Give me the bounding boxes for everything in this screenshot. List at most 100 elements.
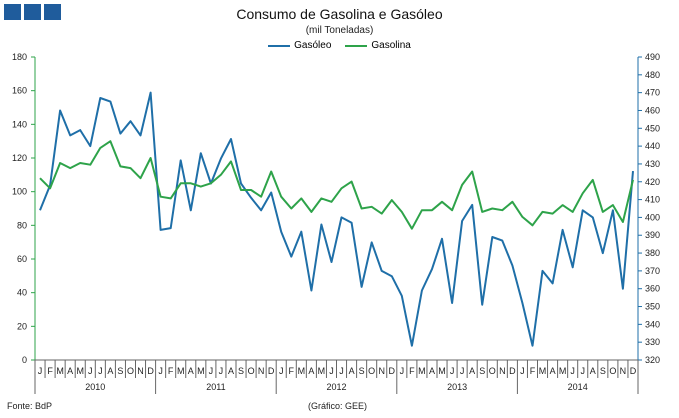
month-tick-label: O xyxy=(489,366,496,376)
month-tick-label: F xyxy=(409,366,415,376)
month-tick-label: S xyxy=(238,366,244,376)
month-tick-label: J xyxy=(450,366,455,376)
month-tick-label: J xyxy=(570,366,575,376)
left-axis-tick-label: 0 xyxy=(22,355,27,365)
month-tick-label: N xyxy=(258,366,265,376)
month-tick-label: A xyxy=(308,366,314,376)
month-tick-label: M xyxy=(318,366,326,376)
left-axis-tick-label: 20 xyxy=(17,321,27,331)
left-axis-tick-label: 160 xyxy=(12,86,27,96)
month-tick-label: A xyxy=(429,366,435,376)
logo-square xyxy=(44,4,61,20)
right-axis-tick-label: 370 xyxy=(645,266,660,276)
series-line-gasolina xyxy=(39,140,634,230)
month-tick-label: F xyxy=(530,366,536,376)
month-tick-label: M xyxy=(56,366,64,376)
year-label: 2010 xyxy=(85,382,105,392)
month-tick-label: J xyxy=(329,366,334,376)
month-tick-label: A xyxy=(188,366,194,376)
logo-square xyxy=(24,4,41,20)
right-axis-tick-label: 440 xyxy=(645,141,660,151)
month-tick-label: A xyxy=(349,366,355,376)
right-axis-tick-label: 490 xyxy=(645,52,660,62)
month-tick-label: D xyxy=(630,366,637,376)
month-tick-label: M xyxy=(298,366,306,376)
legend-entry-gasoleo: Gasóleo xyxy=(268,40,331,51)
left-axis-tick-label: 60 xyxy=(17,254,27,264)
year-label: 2012 xyxy=(326,382,346,392)
month-tick-label: A xyxy=(67,366,73,376)
right-axis-tick-label: 430 xyxy=(645,159,660,169)
right-axis-tick-label: 380 xyxy=(645,248,660,258)
month-tick-label: N xyxy=(378,366,385,376)
right-axis-tick-label: 470 xyxy=(645,88,660,98)
graphic-credit: (Gráfico: GEE) xyxy=(308,401,368,411)
month-tick-label: D xyxy=(509,366,516,376)
month-tick-label: S xyxy=(600,366,606,376)
month-tick-label: J xyxy=(38,366,43,376)
chart-title: Consumo de Gasolina e Gasóleo xyxy=(236,6,443,22)
legend: Gasóleo Gasolina xyxy=(0,40,679,51)
right-axis-tick-label: 450 xyxy=(645,123,660,133)
month-tick-label: D xyxy=(268,366,275,376)
month-tick-label: O xyxy=(368,366,375,376)
logo xyxy=(4,4,61,20)
right-axis-tick-label: 340 xyxy=(645,319,660,329)
month-tick-label: M xyxy=(438,366,446,376)
source-note: Fonte: BdP xyxy=(7,401,53,411)
right-axis-tick-label: 480 xyxy=(645,70,660,80)
month-tick-label: N xyxy=(137,366,144,376)
legend-label-gasolina: Gasolina xyxy=(371,40,411,51)
month-tick-label: J xyxy=(339,366,344,376)
right-axis-tick-label: 420 xyxy=(645,177,660,187)
left-axis-tick-label: 140 xyxy=(12,119,27,129)
legend-entry-gasolina: Gasolina xyxy=(345,40,411,51)
month-tick-label: D xyxy=(389,366,396,376)
month-tick-label: S xyxy=(359,366,365,376)
month-tick-label: F xyxy=(47,366,53,376)
month-tick-label: F xyxy=(289,366,295,376)
right-axis-tick-label: 400 xyxy=(645,212,660,222)
month-tick-label: M xyxy=(559,366,567,376)
month-tick-label: M xyxy=(76,366,84,376)
month-tick-label: D xyxy=(147,366,154,376)
month-tick-label: S xyxy=(117,366,123,376)
month-tick-label: S xyxy=(479,366,485,376)
month-tick-label: A xyxy=(550,366,556,376)
left-axis-tick-label: 100 xyxy=(12,187,27,197)
month-tick-label: J xyxy=(400,366,405,376)
month-tick-label: M xyxy=(539,366,547,376)
year-label: 2013 xyxy=(447,382,467,392)
year-label: 2014 xyxy=(568,382,588,392)
month-tick-label: J xyxy=(520,366,525,376)
month-tick-label: N xyxy=(620,366,627,376)
chart-subtitle: (mil Toneladas) xyxy=(305,25,374,36)
right-axis-tick-label: 390 xyxy=(645,230,660,240)
left-axis-tick-label: 180 xyxy=(12,52,27,62)
legend-swatch-gasoleo xyxy=(268,44,291,47)
right-axis-tick-label: 360 xyxy=(645,284,660,294)
series-line-gasoleo xyxy=(39,91,634,347)
month-tick-label: A xyxy=(469,366,475,376)
month-tick-label: A xyxy=(228,366,234,376)
right-axis-tick-label: 350 xyxy=(645,302,660,312)
month-tick-label: J xyxy=(279,366,284,376)
month-tick-label: A xyxy=(590,366,596,376)
month-tick-label: O xyxy=(127,366,134,376)
logo-square xyxy=(4,4,21,20)
month-tick-label: N xyxy=(499,366,506,376)
right-axis-tick-label: 320 xyxy=(645,355,660,365)
month-tick-label: J xyxy=(209,366,214,376)
right-axis-tick-label: 410 xyxy=(645,195,660,205)
right-axis-tick-label: 460 xyxy=(645,105,660,115)
month-tick-label: M xyxy=(197,366,205,376)
left-axis-tick-label: 120 xyxy=(12,153,27,163)
month-tick-label: O xyxy=(609,366,616,376)
left-axis-tick-label: 40 xyxy=(17,288,27,298)
month-tick-label: A xyxy=(107,366,113,376)
legend-label-gasoleo: Gasóleo xyxy=(294,40,332,51)
month-tick-label: M xyxy=(418,366,426,376)
month-tick-label: J xyxy=(98,366,103,376)
year-label: 2011 xyxy=(206,382,225,392)
